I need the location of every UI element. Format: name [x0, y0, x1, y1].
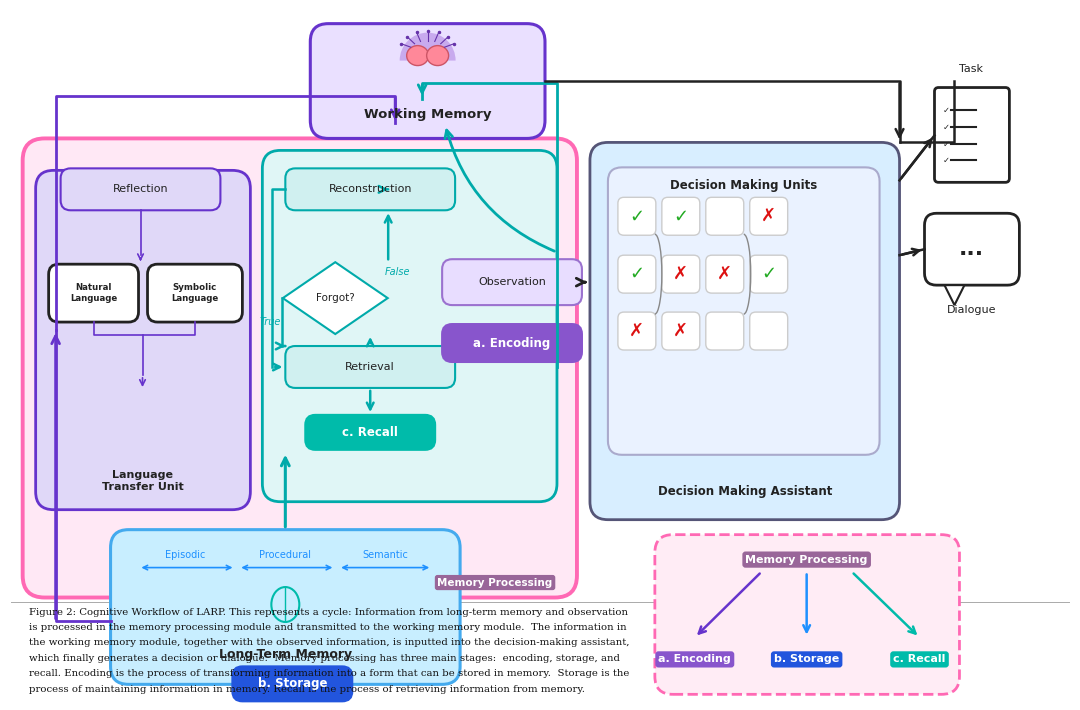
Text: Decision Making Units: Decision Making Units — [670, 179, 818, 192]
FancyBboxPatch shape — [285, 168, 455, 210]
Text: Reconstruction: Reconstruction — [328, 185, 411, 195]
FancyBboxPatch shape — [23, 138, 577, 598]
Text: b. Storage: b. Storage — [774, 655, 839, 665]
FancyBboxPatch shape — [618, 255, 656, 293]
Text: recall. Encoding is the process of transforming information into a form that can: recall. Encoding is the process of trans… — [29, 670, 629, 678]
Text: Episodic: Episodic — [165, 550, 205, 559]
Wedge shape — [400, 33, 456, 60]
Polygon shape — [945, 285, 964, 305]
Text: Forgot?: Forgot? — [315, 293, 354, 303]
Text: ✗: ✗ — [630, 322, 645, 340]
Text: Memory Processing: Memory Processing — [745, 555, 868, 564]
FancyBboxPatch shape — [924, 213, 1020, 285]
Text: ✗: ✗ — [673, 265, 688, 283]
Text: Decision Making Assistant: Decision Making Assistant — [658, 485, 832, 498]
Text: Retrieval: Retrieval — [346, 362, 395, 372]
FancyBboxPatch shape — [60, 168, 220, 210]
FancyBboxPatch shape — [662, 197, 700, 235]
Text: which finally generates a decision or dialogue.  Memory processing has three mai: which finally generates a decision or di… — [29, 654, 620, 663]
Text: ✓: ✓ — [673, 207, 688, 225]
FancyBboxPatch shape — [36, 170, 251, 510]
Text: Dialogue: Dialogue — [947, 305, 996, 315]
FancyBboxPatch shape — [442, 259, 582, 305]
FancyBboxPatch shape — [310, 23, 545, 138]
FancyBboxPatch shape — [934, 87, 1010, 182]
Text: Task: Task — [959, 64, 984, 74]
Text: Observation: Observation — [478, 277, 546, 287]
Text: Long-Term Memory: Long-Term Memory — [219, 648, 352, 661]
FancyBboxPatch shape — [706, 312, 744, 350]
FancyBboxPatch shape — [706, 197, 744, 235]
Text: ...: ... — [959, 239, 984, 259]
Text: Reflection: Reflection — [112, 185, 168, 195]
FancyBboxPatch shape — [706, 255, 744, 293]
Text: ✓: ✓ — [630, 207, 645, 225]
Text: a. Encoding: a. Encoding — [473, 337, 551, 349]
Text: ✗: ✗ — [761, 207, 777, 225]
Text: Language
Transfer Unit: Language Transfer Unit — [102, 470, 184, 492]
Text: a. Encoding: a. Encoding — [659, 655, 731, 665]
FancyBboxPatch shape — [590, 143, 900, 520]
Text: ✓: ✓ — [943, 123, 949, 132]
Text: False: False — [386, 267, 410, 277]
FancyBboxPatch shape — [110, 530, 460, 684]
FancyBboxPatch shape — [285, 346, 455, 388]
Ellipse shape — [407, 45, 429, 65]
FancyBboxPatch shape — [618, 197, 656, 235]
Text: Working Memory: Working Memory — [364, 108, 491, 121]
FancyBboxPatch shape — [262, 151, 557, 502]
Text: ✗: ✗ — [717, 265, 732, 283]
FancyBboxPatch shape — [442, 324, 582, 362]
FancyBboxPatch shape — [750, 312, 787, 350]
FancyBboxPatch shape — [750, 255, 787, 293]
FancyBboxPatch shape — [148, 264, 242, 322]
Text: process of maintaining information in memory. Recall is the process of retrievin: process of maintaining information in me… — [29, 685, 584, 694]
Text: True: True — [260, 317, 281, 327]
Text: ✓: ✓ — [943, 140, 949, 149]
FancyBboxPatch shape — [662, 312, 700, 350]
Text: ✓: ✓ — [943, 106, 949, 115]
Text: Natural
Language: Natural Language — [70, 283, 118, 303]
Text: Procedural: Procedural — [259, 550, 311, 559]
Polygon shape — [283, 262, 388, 334]
Text: ✓: ✓ — [761, 265, 777, 283]
FancyBboxPatch shape — [49, 264, 138, 322]
Text: c. Recall: c. Recall — [893, 655, 946, 665]
FancyBboxPatch shape — [750, 197, 787, 235]
Text: Figure 2: Cognitive Workflow of LARP. This represents a cycle: Information from : Figure 2: Cognitive Workflow of LARP. Th… — [29, 608, 627, 616]
FancyBboxPatch shape — [654, 535, 959, 694]
FancyBboxPatch shape — [662, 255, 700, 293]
Text: Symbolic
Language: Symbolic Language — [172, 283, 218, 303]
Text: ✓: ✓ — [630, 265, 645, 283]
FancyBboxPatch shape — [618, 312, 656, 350]
Text: Memory Processing: Memory Processing — [437, 577, 553, 588]
Ellipse shape — [427, 45, 448, 65]
Text: the working memory module, together with the observed information, is inputted i: the working memory module, together with… — [29, 638, 630, 648]
FancyBboxPatch shape — [608, 168, 879, 455]
Text: ✓: ✓ — [943, 156, 949, 165]
Text: is processed in the memory processing module and transmitted to the working memo: is processed in the memory processing mo… — [29, 623, 626, 632]
Text: Semantic: Semantic — [362, 550, 408, 559]
FancyBboxPatch shape — [306, 415, 435, 450]
Text: b. Storage: b. Storage — [257, 677, 327, 690]
Text: c. Recall: c. Recall — [342, 426, 399, 439]
Text: ✗: ✗ — [673, 322, 688, 340]
FancyBboxPatch shape — [232, 667, 352, 701]
